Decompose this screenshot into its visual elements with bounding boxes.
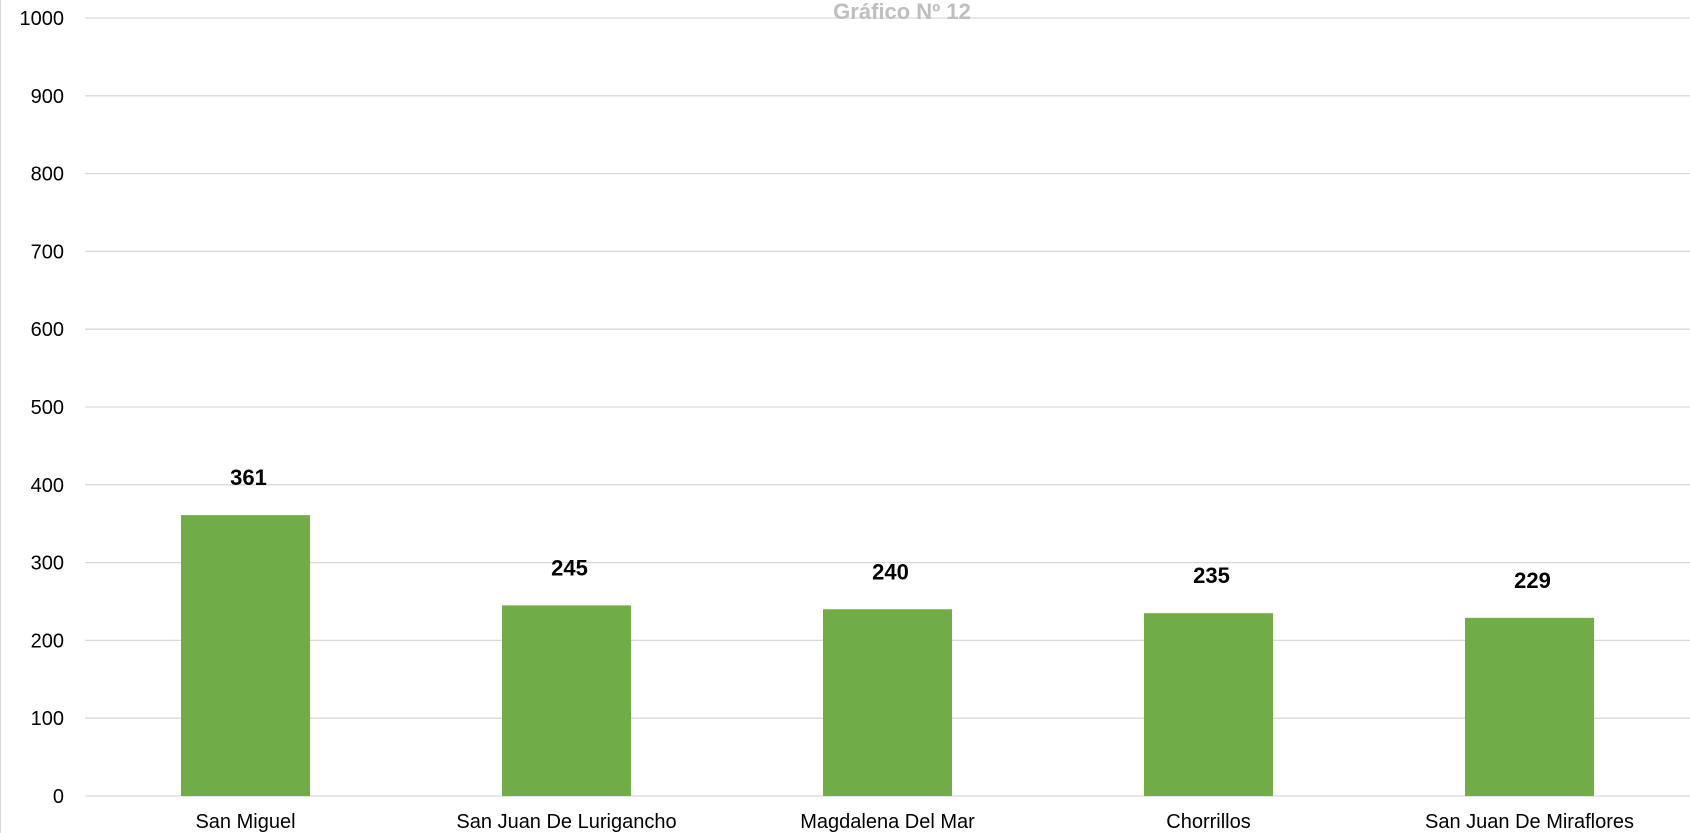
y-tick-label: 600 xyxy=(31,319,64,341)
x-tick-label: Magdalena Del Mar xyxy=(800,811,975,833)
x-axis-ticks: San Miguel San Juan De Lurigancho Magdalen… xyxy=(195,811,1634,833)
bar-value-label: 245 xyxy=(551,555,588,580)
y-tick-label: 100 xyxy=(31,708,64,730)
x-tick-label: San Juan De Lurigancho xyxy=(456,811,676,833)
y-tick-label: 800 xyxy=(31,164,64,186)
bar-value-label: 361 xyxy=(230,465,267,490)
x-tick-label: San Juan De Miraflores xyxy=(1425,811,1634,833)
y-tick-label: 300 xyxy=(31,553,64,575)
bar-value-label: 229 xyxy=(1514,568,1551,593)
bar-value-label: 235 xyxy=(1193,563,1230,588)
x-tick-label: Chorrillos xyxy=(1166,811,1250,833)
bar xyxy=(823,609,952,796)
bar xyxy=(181,515,310,796)
bar xyxy=(502,605,631,796)
chart-title: Gráfico Nº 12 xyxy=(833,0,971,24)
gridlines xyxy=(85,17,1690,797)
y-tick-label: 1000 xyxy=(20,8,65,30)
y-tick-label: 700 xyxy=(31,241,64,263)
y-tick-label: 0 xyxy=(53,786,64,808)
bars xyxy=(181,515,1594,796)
y-axis-ticks: 0 100 200 300 400 500 600 700 800 900 1000 xyxy=(20,8,65,808)
data-labels: 361 245 240 235 229 xyxy=(230,465,1551,593)
x-tick-label: San Miguel xyxy=(195,811,295,833)
y-tick-label: 900 xyxy=(31,86,64,108)
chart-left-border xyxy=(0,0,1,833)
y-tick-label: 400 xyxy=(31,475,64,497)
y-tick-label: 500 xyxy=(31,397,64,419)
y-tick-label: 200 xyxy=(31,630,64,652)
bar xyxy=(1144,613,1273,796)
bar xyxy=(1465,617,1594,796)
bar-value-label: 240 xyxy=(872,559,909,584)
